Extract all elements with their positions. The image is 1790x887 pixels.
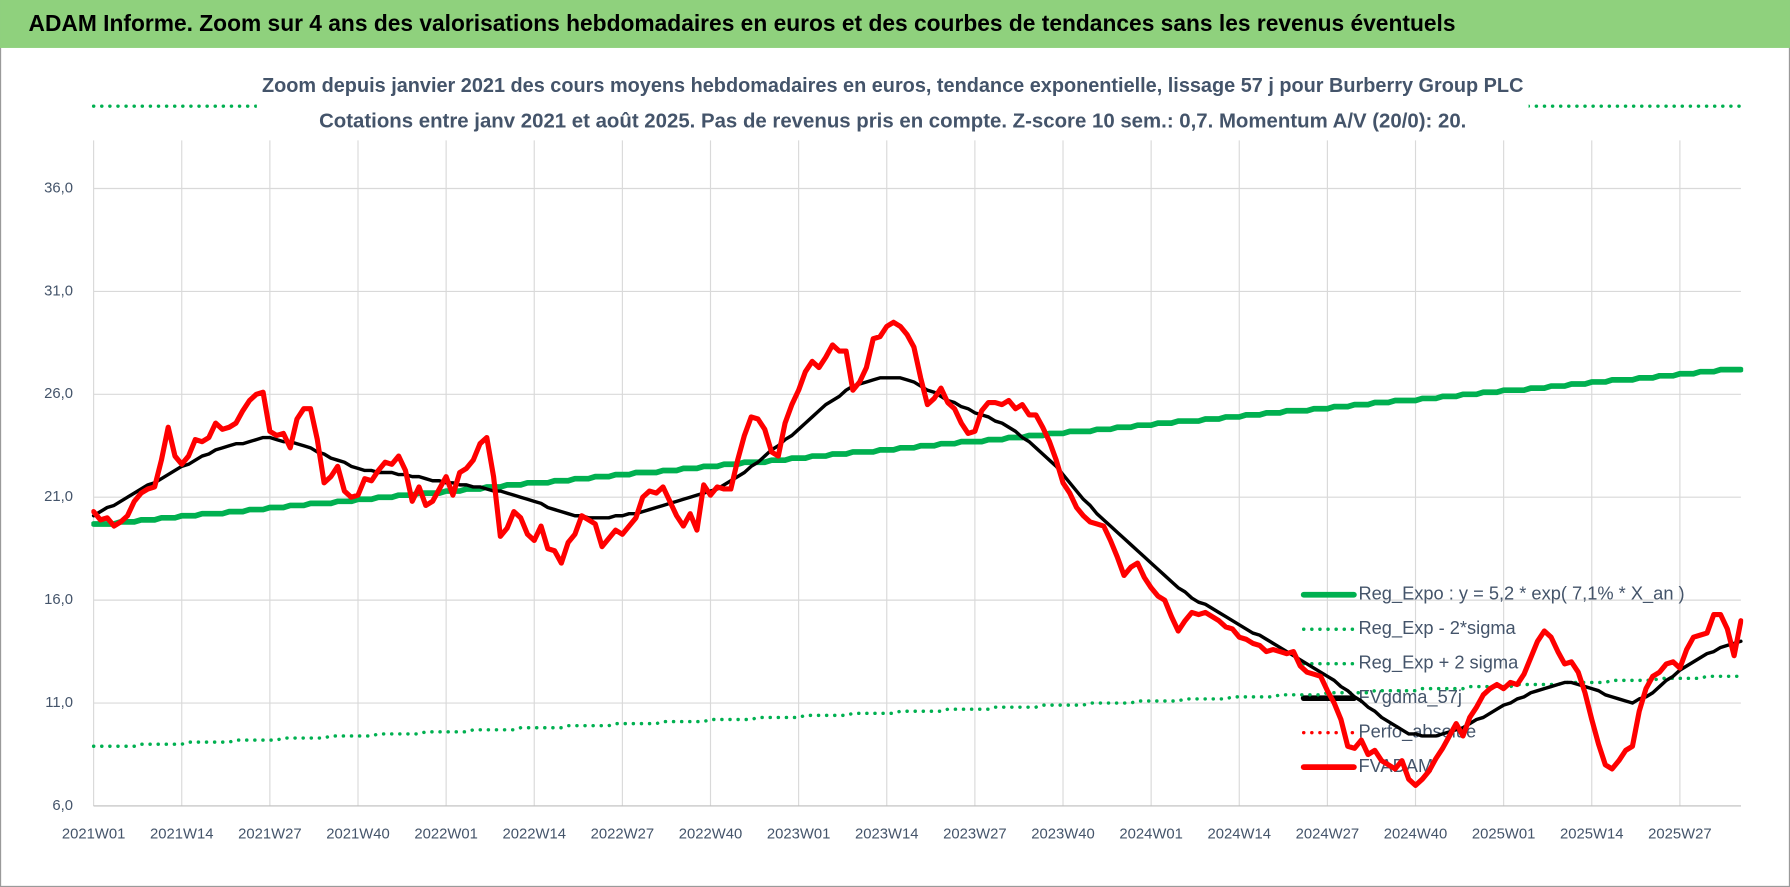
series-line [91,366,1744,527]
plot: 6,0 11,0 16,0 21,0 26,0 31,0 36,0 2021W01 2021W1… [44,68,1744,842]
x-tick-label: 2021W14 [150,826,213,842]
x-tick-label: 2022W14 [503,826,566,842]
x-tick-label: 2021W27 [238,826,301,842]
x-tick-label: 2024W40 [1384,826,1447,842]
x-tick-label: 2025W27 [1648,826,1711,842]
x-tick-label: 2021W01 [62,826,125,842]
y-tick-label: 26,0 [44,386,73,402]
series-line [91,674,1743,748]
x-tick-label: 2024W27 [1296,826,1359,842]
x-tick-label: 2023W27 [943,826,1006,842]
x-tick-label: 2023W40 [1031,826,1094,842]
x-tick-label: 2022W40 [679,826,742,842]
legend-label: FVgdma_57j [1358,686,1461,708]
legend-label: Reg_Exp - 2*sigma [1358,617,1516,639]
y-tick-label: 21,0 [44,489,73,505]
chart-subtitle: Cotations entre janv 2021 et août 2025. … [319,110,1466,133]
y-tick-label: 16,0 [44,592,73,608]
y-tick-label: 31,0 [44,283,73,299]
chart-title: Zoom depuis janvier 2021 des cours moyen… [262,74,1524,97]
x-tick-label: 2024W01 [1119,826,1182,842]
x-tick-label: 2023W14 [855,826,918,842]
x-tick-label: 2025W14 [1560,826,1623,842]
y-tick-label: 6,0 [52,798,73,814]
x-tick-label: 2024W14 [1208,826,1271,842]
x-tick-label: 2021W40 [326,826,389,842]
title-bg [256,68,1529,140]
series-line [91,319,1744,788]
header-bar [0,0,1790,48]
legend-label: Reg_Exp + 2 sigma [1358,652,1519,674]
header-title: ADAM Informe. Zoom sur 4 ans des valoris… [29,10,1456,36]
x-tick-label: 2025W01 [1472,826,1535,842]
y-tick-label: 36,0 [44,180,73,196]
x-tick-label: 2023W01 [767,826,830,842]
x-tick-label: 2022W27 [591,826,654,842]
x-tick-label: 2022W01 [414,826,477,842]
y-tick-label: 11,0 [45,695,73,711]
legend-label: Reg_Expo : y = 5,2 * exp( 7,1% * X_an ) [1358,583,1684,605]
